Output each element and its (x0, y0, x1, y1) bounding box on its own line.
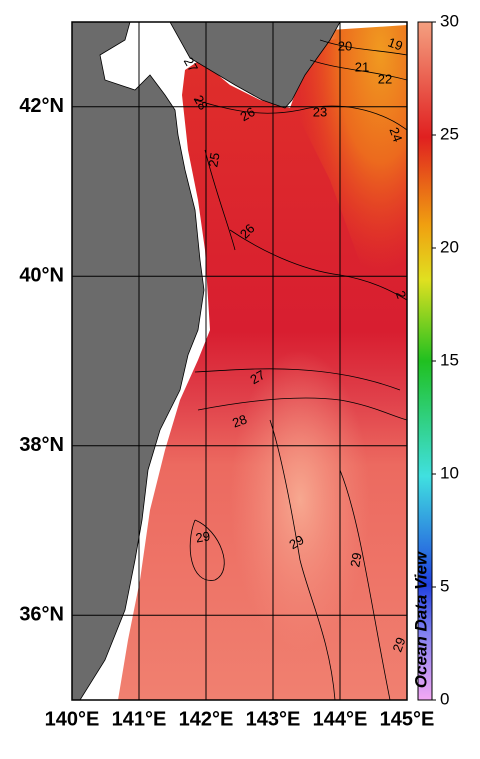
contour-label: 20 (338, 38, 352, 53)
contour-label: 29 (389, 635, 408, 654)
lon-tick-label: 143°E (246, 708, 301, 730)
lon-tick-label: 141°E (112, 708, 167, 730)
contour-label: 22 (378, 71, 392, 86)
warm-core (230, 350, 370, 650)
colorbar-tick-label: 20 (440, 237, 459, 256)
contour-label: 23 (313, 104, 327, 119)
lon-tick-label: 140°E (45, 708, 100, 730)
colorbar-tick-label: 15 (440, 350, 459, 369)
lon-tick-label: 142°E (179, 708, 234, 730)
land-hokkaido (169, 22, 341, 109)
contour-label: 27 (181, 54, 201, 74)
contour-label: 21 (355, 59, 369, 74)
colorbar-tick-label: 10 (440, 463, 459, 482)
contour-label: 19 (386, 34, 405, 53)
contour-label: 28 (191, 92, 211, 112)
land-honshu (72, 22, 205, 700)
lat-tick-label: 40°N (19, 265, 64, 287)
contour-label: 28 (230, 411, 249, 430)
lat-tick-label: 38°N (19, 434, 64, 456)
contour-label: 27 (247, 367, 267, 387)
contour-label: 26 (237, 104, 257, 124)
contour-label: 29 (347, 551, 364, 568)
colorbar-tick-label: 30 (440, 11, 459, 30)
lat-tick-label: 36°N (19, 604, 64, 626)
cold-water (300, 25, 407, 300)
colorbar-tick-label: 5 (440, 576, 449, 595)
lon-tick-label: 145°E (380, 708, 435, 730)
map-frame (71, 21, 408, 701)
colorbar-tick-label: 0 (440, 689, 449, 708)
colorbar-tick-label: 25 (440, 124, 459, 143)
lon-tick-label: 144°E (313, 708, 368, 730)
contour-label: 24 (386, 125, 405, 144)
watermark: Ocean Data View (411, 550, 430, 688)
contour-label: 25 (205, 151, 222, 168)
contour-label: 29 (194, 528, 211, 545)
lat-tick-label: 42°N (19, 95, 64, 117)
graticule (72, 22, 407, 700)
contours (189, 39, 407, 700)
contour-label: 29 (286, 532, 306, 552)
contour-label: 2 (393, 289, 410, 301)
